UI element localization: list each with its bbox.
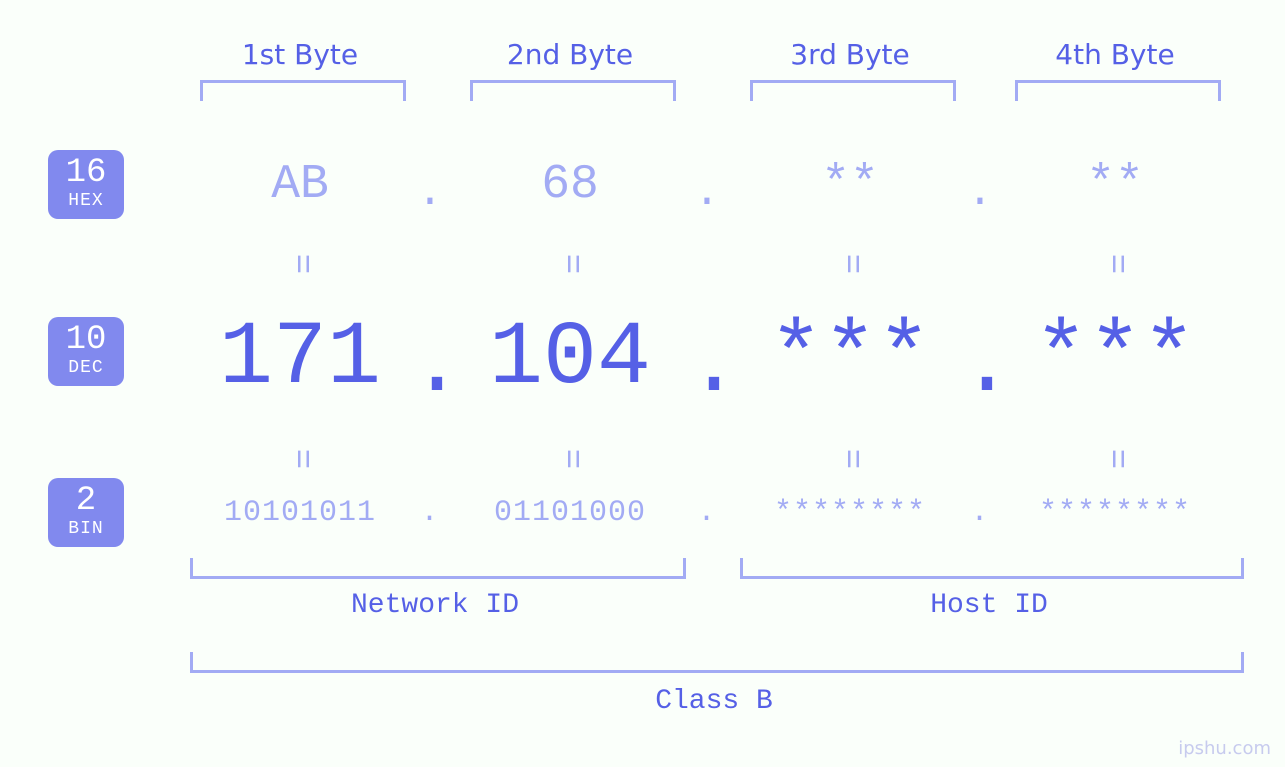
badge-hex: 16 HEX <box>48 150 124 219</box>
badge-hex-label: HEX <box>48 192 124 211</box>
bin-byte-4: ******** <box>985 496 1245 530</box>
byte-label-2: 2nd Byte <box>450 38 690 71</box>
byte-label-1: 1st Byte <box>180 38 420 71</box>
badge-dec-label: DEC <box>48 359 124 378</box>
hex-byte-1: AB <box>170 158 430 212</box>
hex-dot-1: . <box>410 168 450 218</box>
bracket-byte-1 <box>200 80 406 101</box>
equals-r2-b1: = <box>281 439 319 479</box>
bin-dot-2: . <box>687 496 727 530</box>
dec-dot-2: . <box>687 316 727 418</box>
bracket-network <box>190 558 686 579</box>
badge-dec-num: 10 <box>48 323 124 359</box>
badge-bin: 2 BIN <box>48 478 124 547</box>
bin-byte-3: ******** <box>720 496 980 530</box>
badge-bin-num: 2 <box>48 484 124 520</box>
bin-dot-3: . <box>960 496 1000 530</box>
bracket-byte-3 <box>750 80 956 101</box>
dec-byte-1: 171 <box>160 308 440 410</box>
label-class: Class B <box>190 686 1238 717</box>
dec-dot-1: . <box>410 316 450 418</box>
badge-dec: 10 DEC <box>48 317 124 386</box>
hex-dot-2: . <box>687 168 727 218</box>
byte-label-3: 3rd Byte <box>730 38 970 71</box>
watermark: ipshu.com <box>1178 738 1271 759</box>
equals-r1-b4: = <box>1096 244 1134 284</box>
equals-r1-b2: = <box>551 244 589 284</box>
bin-byte-1: 10101011 <box>170 496 430 530</box>
label-network: Network ID <box>190 590 680 621</box>
bracket-byte-2 <box>470 80 676 101</box>
bracket-byte-4 <box>1015 80 1221 101</box>
hex-dot-3: . <box>960 168 1000 218</box>
bracket-host <box>740 558 1244 579</box>
dec-byte-4: *** <box>975 308 1255 410</box>
dec-byte-3: *** <box>710 308 990 410</box>
equals-r1-b1: = <box>281 244 319 284</box>
badge-hex-num: 16 <box>48 156 124 192</box>
bin-byte-2: 01101000 <box>440 496 700 530</box>
hex-byte-3: ** <box>720 158 980 212</box>
hex-byte-2: 68 <box>440 158 700 212</box>
equals-r2-b3: = <box>831 439 869 479</box>
bracket-class <box>190 652 1244 673</box>
dec-byte-2: 104 <box>430 308 710 410</box>
label-host: Host ID <box>740 590 1238 621</box>
equals-r2-b4: = <box>1096 439 1134 479</box>
badge-bin-label: BIN <box>48 520 124 539</box>
byte-label-4: 4th Byte <box>995 38 1235 71</box>
hex-byte-4: ** <box>985 158 1245 212</box>
bin-dot-1: . <box>410 496 450 530</box>
equals-r2-b2: = <box>551 439 589 479</box>
equals-r1-b3: = <box>831 244 869 284</box>
dec-dot-3: . <box>960 316 1000 418</box>
